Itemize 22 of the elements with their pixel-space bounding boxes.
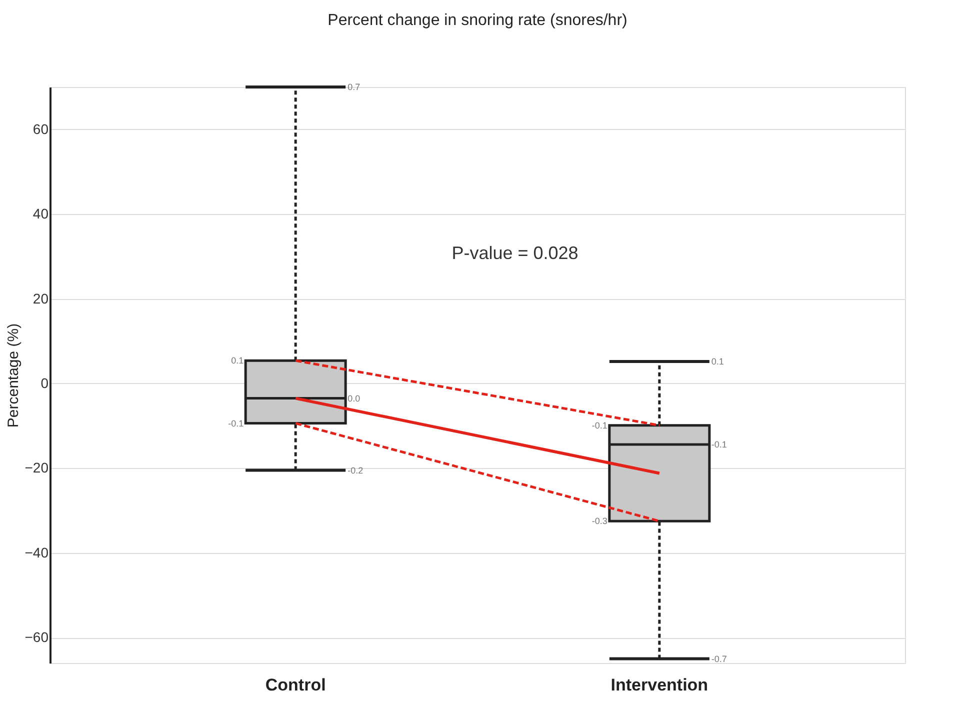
y-tick-label: 20 [32, 290, 49, 306]
annotation: -0.1 [711, 439, 727, 450]
x-tick-label: Intervention [610, 676, 708, 694]
y-tick-label: −60 [24, 629, 49, 646]
chart-title: Percent change in snoring rate (snores/hr) [328, 12, 628, 29]
x-tick-label: Control [265, 676, 326, 694]
annotation: 0.1 [231, 356, 244, 366]
y-tick-label: −40 [24, 544, 49, 560]
annotation: -0.7 [711, 654, 727, 664]
y-tick-label: 0 [40, 374, 49, 391]
annotation: -0.2 [348, 465, 364, 476]
y-tick-label: −20 [24, 460, 49, 476]
annotation: -0.3 [592, 516, 608, 526]
y-axis-title: Percentage (%) [4, 323, 22, 428]
y-tick-label: 60 [32, 120, 49, 137]
annotation: 0.0 [348, 393, 360, 404]
annotation: -0.1 [228, 418, 244, 428]
annotation: 0.1 [711, 356, 724, 366]
annotation: -0.1 [592, 420, 608, 430]
annotation: P-value = 0.028 [452, 243, 578, 263]
y-tick-label: 40 [32, 206, 49, 222]
annotation: 0.7 [348, 82, 360, 92]
